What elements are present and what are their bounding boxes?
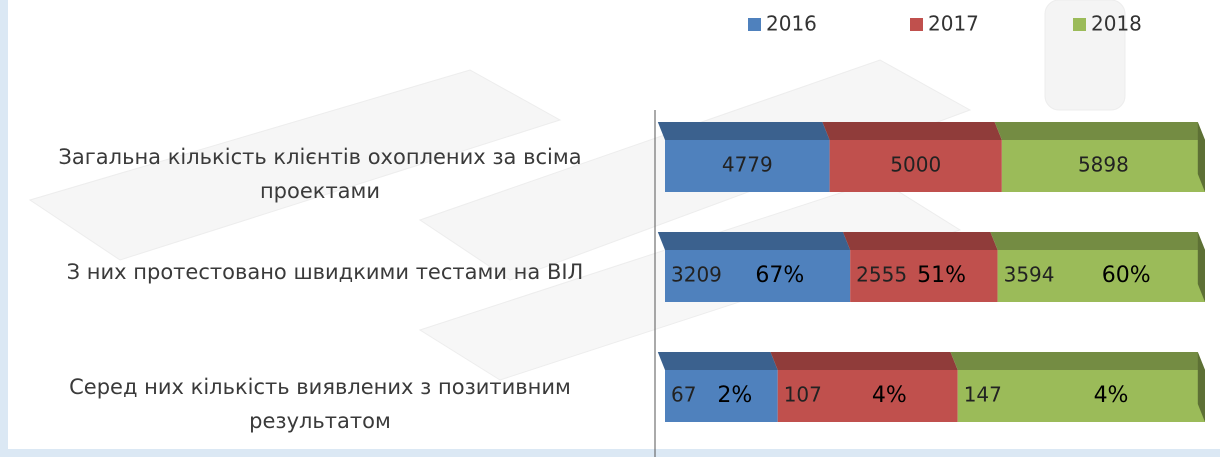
legend-label: 2016 [766, 12, 817, 36]
bar [777, 370, 958, 422]
bar [1001, 140, 1205, 192]
value-label: 5000 [890, 153, 941, 177]
legend-swatch [1073, 18, 1086, 31]
frame-edge [0, 449, 1220, 457]
category-label: Серед них кількість виявлених з позитивн… [69, 375, 571, 433]
bar-top [657, 232, 851, 250]
share-label: 2% [717, 383, 752, 408]
value-label: 5898 [1078, 153, 1129, 177]
bar [829, 140, 1002, 192]
value-label: 4779 [722, 153, 773, 177]
value-label: 3594 [1004, 263, 1055, 287]
bar-top [770, 352, 958, 370]
share-label: 60% [1102, 263, 1151, 288]
bar [997, 250, 1205, 302]
category-label: Загальна кількість клієнтів охоплених за… [58, 145, 582, 203]
value-label: 67 [671, 383, 696, 407]
bar [665, 250, 851, 302]
bar-top [657, 352, 778, 370]
share-label: 67% [755, 263, 804, 288]
value-label: 107 [784, 383, 822, 407]
bar-side [1197, 352, 1205, 422]
share-label: 4% [1094, 383, 1129, 408]
frame-edge [0, 0, 8, 457]
category-label: З них протестовано швидкими тестами на В… [66, 260, 584, 284]
bar-top [657, 122, 830, 140]
bar-top [842, 232, 998, 250]
bar-top [822, 122, 1002, 140]
bar [665, 140, 830, 192]
legend-label: 2017 [928, 12, 979, 36]
bar [665, 370, 778, 422]
share-label: 4% [872, 383, 907, 408]
legend-swatch [910, 18, 923, 31]
value-label: 147 [964, 383, 1002, 407]
share-label: 51% [917, 263, 966, 288]
bar-top [990, 232, 1205, 250]
bar [957, 370, 1205, 422]
value-label: 2555 [856, 263, 907, 287]
bar [850, 250, 998, 302]
value-label: 3209 [671, 263, 722, 287]
legend-label: 2018 [1091, 12, 1142, 36]
bar-side [1197, 122, 1205, 192]
bar-side [1197, 232, 1205, 302]
bar-top [994, 122, 1205, 140]
legend-swatch [748, 18, 761, 31]
bar-top [950, 352, 1205, 370]
